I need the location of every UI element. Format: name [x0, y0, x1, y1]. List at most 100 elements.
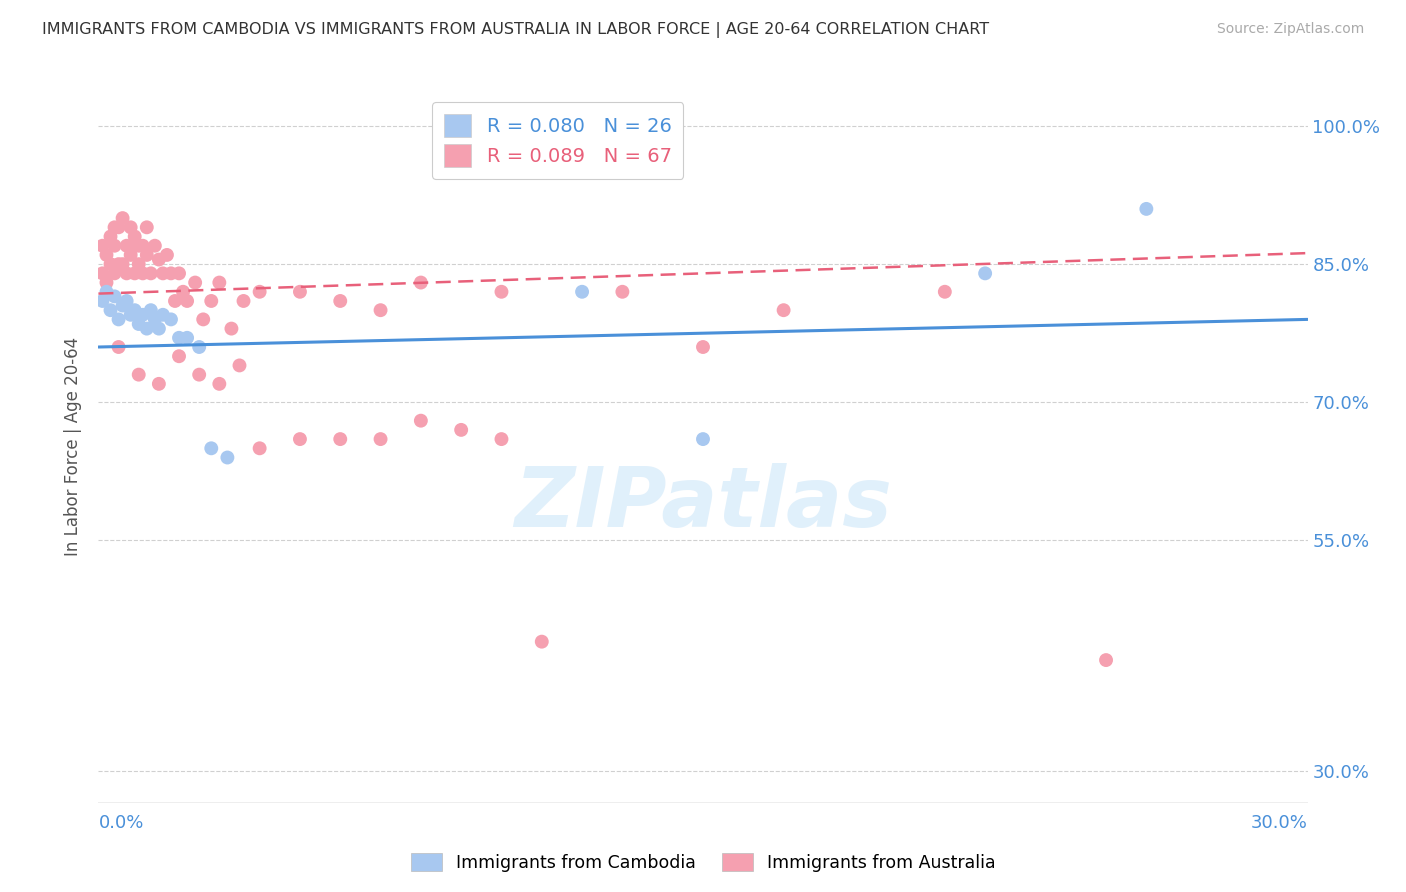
Legend: R = 0.080   N = 26, R = 0.089   N = 67: R = 0.080 N = 26, R = 0.089 N = 67 — [433, 103, 683, 178]
Point — [103, 220, 125, 235]
Point — [612, 285, 634, 299]
Point — [1095, 653, 1118, 667]
Point — [160, 312, 183, 326]
Point — [96, 285, 118, 299]
Point — [156, 248, 179, 262]
Point — [530, 634, 553, 648]
Point — [135, 220, 157, 235]
Point — [176, 331, 198, 345]
Point — [152, 266, 174, 280]
Point — [148, 252, 170, 267]
Point — [228, 359, 250, 373]
Point — [200, 293, 222, 308]
Point — [934, 285, 956, 299]
Point — [115, 266, 138, 280]
Point — [100, 229, 122, 244]
Point — [107, 220, 129, 235]
Point — [148, 376, 170, 391]
Point — [120, 308, 142, 322]
Point — [96, 276, 118, 290]
Point — [249, 442, 271, 456]
Point — [450, 423, 472, 437]
Point — [111, 211, 134, 226]
Point — [100, 257, 122, 271]
Point — [200, 442, 222, 456]
Point — [1135, 202, 1157, 216]
Y-axis label: In Labor Force | Age 20-64: In Labor Force | Age 20-64 — [65, 336, 83, 556]
Point — [132, 308, 155, 322]
Point — [152, 308, 174, 322]
Point — [370, 303, 392, 318]
Point — [135, 248, 157, 262]
Point — [148, 321, 170, 335]
Point — [124, 229, 146, 244]
Point — [184, 276, 207, 290]
Point — [692, 340, 714, 354]
Point — [128, 238, 150, 252]
Point — [124, 303, 146, 318]
Point — [115, 238, 138, 252]
Point — [232, 293, 254, 308]
Point — [491, 285, 513, 299]
Point — [91, 266, 114, 280]
Point — [974, 266, 997, 280]
Point — [100, 303, 122, 318]
Point — [128, 368, 150, 382]
Point — [107, 340, 129, 354]
Point — [370, 432, 392, 446]
Point — [692, 432, 714, 446]
Point — [135, 321, 157, 335]
Point — [107, 257, 129, 271]
Point — [111, 299, 134, 313]
Point — [107, 312, 129, 326]
Point — [176, 293, 198, 308]
Point — [128, 257, 150, 271]
Point — [111, 257, 134, 271]
Point — [193, 312, 215, 326]
Point — [120, 248, 142, 262]
Point — [96, 248, 118, 262]
Point — [288, 432, 311, 446]
Text: 30.0%: 30.0% — [1251, 814, 1308, 832]
Point — [208, 276, 231, 290]
Point — [91, 293, 114, 308]
Point — [115, 293, 138, 308]
Point — [103, 289, 125, 303]
Point — [143, 312, 166, 326]
Point — [409, 414, 432, 428]
Point — [217, 450, 239, 465]
Text: IMMIGRANTS FROM CAMBODIA VS IMMIGRANTS FROM AUSTRALIA IN LABOR FORCE | AGE 20-64: IMMIGRANTS FROM CAMBODIA VS IMMIGRANTS F… — [42, 22, 990, 38]
Point — [160, 266, 183, 280]
Point — [221, 321, 243, 335]
Point — [167, 331, 190, 345]
Point — [128, 317, 150, 331]
Point — [143, 238, 166, 252]
Point — [103, 238, 125, 252]
Text: ZIPatlas: ZIPatlas — [515, 463, 891, 543]
Point — [132, 238, 155, 252]
Point — [329, 293, 352, 308]
Point — [120, 220, 142, 235]
Point — [188, 340, 211, 354]
Point — [409, 276, 432, 290]
Text: 0.0%: 0.0% — [98, 814, 143, 832]
Point — [139, 303, 162, 318]
Point — [132, 266, 155, 280]
Point — [188, 368, 211, 382]
Legend: Immigrants from Cambodia, Immigrants from Australia: Immigrants from Cambodia, Immigrants fro… — [404, 847, 1002, 879]
Point — [139, 266, 162, 280]
Point — [167, 266, 190, 280]
Point — [329, 432, 352, 446]
Point — [249, 285, 271, 299]
Text: Source: ZipAtlas.com: Source: ZipAtlas.com — [1216, 22, 1364, 37]
Point — [288, 285, 311, 299]
Point — [491, 432, 513, 446]
Point — [571, 285, 593, 299]
Point — [172, 285, 194, 299]
Point — [163, 293, 186, 308]
Point — [208, 376, 231, 391]
Point — [167, 349, 190, 363]
Point — [772, 303, 794, 318]
Point — [124, 266, 146, 280]
Point — [103, 266, 125, 280]
